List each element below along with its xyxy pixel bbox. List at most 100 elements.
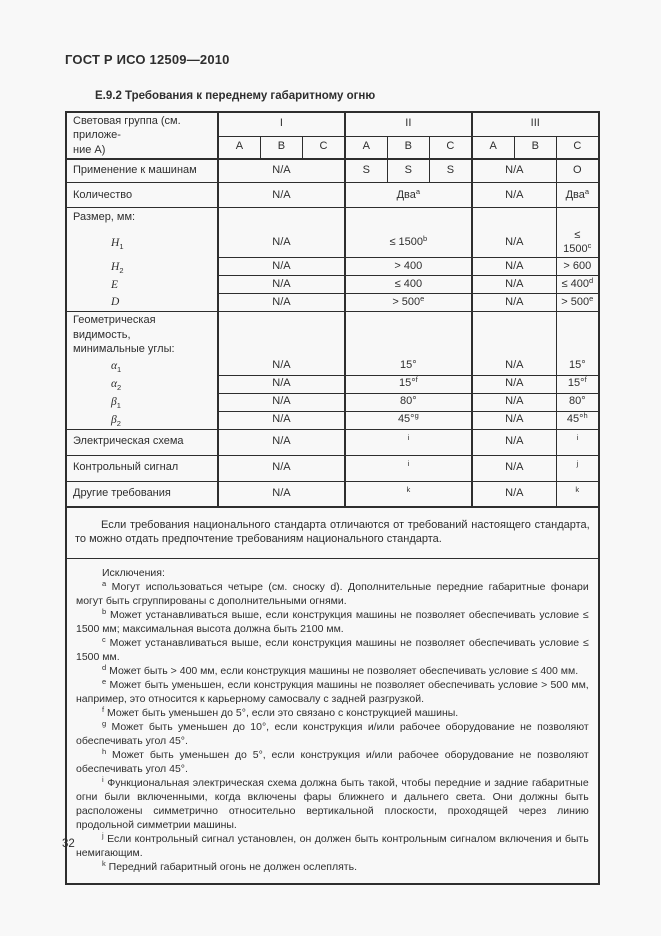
value-cell: N/A bbox=[217, 182, 346, 209]
footnote-marker: a bbox=[102, 579, 107, 589]
section-title: Е.9.2 Требования к переднему габаритному… bbox=[95, 90, 376, 102]
value-cell: j bbox=[555, 454, 600, 482]
value-text: ≤ 1500 bbox=[389, 235, 424, 248]
value-cell: N/A bbox=[217, 275, 346, 295]
row-label: Размер, мм: bbox=[65, 207, 219, 228]
footnote-ref: g bbox=[414, 411, 419, 421]
footnote-ref: k bbox=[406, 485, 411, 495]
value-cell bbox=[470, 311, 557, 358]
value-cell: N/A bbox=[470, 293, 557, 313]
footnote-ref: c bbox=[587, 240, 592, 250]
footnote-f: f Может быть уменьшен до 5°, если это св… bbox=[76, 706, 589, 720]
footnote-text: Передний габаритный огонь не должен осле… bbox=[108, 861, 357, 874]
header-subcol: C bbox=[428, 135, 473, 160]
row-label: Количество bbox=[65, 182, 219, 209]
value-cell: Дваa bbox=[343, 182, 473, 209]
row-other-requirements: Другие требования N/A k N/A k bbox=[65, 480, 600, 508]
requirements-table-wrapper: Световая группа (см. приложе- ние А) I I… bbox=[65, 111, 600, 886]
footnote-ref: b bbox=[423, 233, 428, 243]
header-subcol: A bbox=[343, 135, 388, 160]
header-subcol: B bbox=[513, 135, 557, 160]
value-text: > 500 bbox=[561, 296, 590, 309]
value-cell: N/A bbox=[470, 275, 557, 295]
footnote-j: j Если контрольный сигнал установлен, он… bbox=[76, 832, 589, 860]
value-cell: N/A bbox=[217, 374, 346, 394]
row-label: Контрольный сигнал bbox=[65, 454, 219, 482]
symbol-sub: 1 bbox=[119, 241, 124, 251]
row-label-line1: Геометрическая видимость, bbox=[73, 314, 156, 341]
value-cell: i bbox=[343, 454, 473, 482]
value-cell: N/A bbox=[470, 182, 557, 209]
value-cell: 45°h bbox=[555, 410, 600, 430]
value-cell: N/A bbox=[470, 410, 557, 430]
value-text: 15° bbox=[400, 359, 417, 372]
value-cell: 80° bbox=[555, 392, 600, 412]
row-label: D bbox=[65, 293, 219, 313]
footnote-text: Может устанавливаться выше, если констру… bbox=[76, 609, 589, 636]
header-group-II: II bbox=[343, 111, 473, 137]
value-cell: ≤ 1500b bbox=[343, 227, 473, 259]
footnote-text: Может быть уменьшен до 5°, если конструк… bbox=[76, 749, 589, 776]
header-label-line1: Световая группа (см. приложе- bbox=[73, 115, 181, 142]
footnote-text: Могут использоваться четыре (см. сноску … bbox=[76, 581, 589, 608]
value-cell: S bbox=[343, 158, 388, 184]
note-cell: Если требования национального стандарта … bbox=[65, 506, 600, 560]
value-text: ≤ 1500 bbox=[563, 228, 588, 255]
value-cell: > 400 bbox=[343, 257, 473, 277]
footnote-ref: k bbox=[575, 485, 580, 495]
header-group-III: III bbox=[470, 111, 600, 137]
row-label: α2 bbox=[65, 375, 219, 394]
footnote-ref: e bbox=[589, 294, 594, 304]
row-size-h2: H2 N/A > 400 N/A > 600 bbox=[65, 257, 600, 277]
footnote-ref: a bbox=[415, 186, 421, 196]
footnote-ref: f bbox=[415, 375, 418, 385]
value-cell: ≤ 1500c bbox=[555, 227, 600, 259]
footnote-ref: e bbox=[420, 294, 425, 304]
value-text: > 400 bbox=[394, 260, 423, 273]
value-text: 45° bbox=[566, 413, 584, 426]
value-cell: N/A bbox=[470, 454, 557, 482]
footnote-ref: a bbox=[584, 186, 590, 196]
value-cell bbox=[217, 311, 346, 358]
row-label: H1 bbox=[65, 227, 219, 258]
value-cell: 80° bbox=[343, 392, 473, 412]
value-cell: О bbox=[555, 158, 600, 184]
footnote-text: Если контрольный сигнал установлен, он д… bbox=[76, 833, 589, 860]
row-label: β2 bbox=[65, 411, 219, 430]
header-subcol: B bbox=[386, 135, 430, 160]
symbol-sub: 2 bbox=[116, 418, 121, 428]
value-cell: i bbox=[555, 428, 600, 456]
value-cell: ≤ 400 bbox=[343, 275, 473, 295]
value-cell: N/A bbox=[217, 227, 346, 259]
footnote-d: d Может быть > 400 мм, если конструкция … bbox=[76, 664, 589, 678]
value-cell: k bbox=[555, 480, 600, 508]
row-label: H2 bbox=[65, 257, 219, 276]
footnote-marker: h bbox=[102, 747, 107, 757]
symbol-sub: 1 bbox=[117, 364, 122, 374]
value-cell bbox=[555, 207, 600, 228]
symbol: α bbox=[111, 359, 118, 372]
value-text: 15° bbox=[568, 359, 586, 372]
footnote-k: k Передний габаритный огонь не должен ос… bbox=[76, 860, 589, 874]
footnote-text: Может быть > 400 мм, если конструкция ма… bbox=[109, 665, 579, 678]
row-angle-alpha2: α2 N/A 15°f N/A 15°f bbox=[65, 374, 600, 394]
row-angle-beta1: β1 N/A 80° N/A 80° bbox=[65, 392, 600, 412]
value-text: ≤ 400 bbox=[394, 278, 423, 291]
symbol: β bbox=[111, 395, 117, 408]
value-cell: S bbox=[386, 158, 430, 184]
value-cell bbox=[555, 311, 600, 358]
symbol: H bbox=[111, 236, 120, 249]
header-group-I: I bbox=[217, 111, 346, 137]
value-cell: N/A bbox=[470, 480, 557, 508]
row-label: β1 bbox=[65, 393, 219, 412]
exceptions-title: Исключения: bbox=[102, 567, 165, 580]
value-cell: > 500e bbox=[555, 293, 600, 313]
footnote-marker: i bbox=[102, 775, 104, 785]
footnote-ref: f bbox=[584, 375, 587, 385]
value-cell: N/A bbox=[470, 392, 557, 412]
value-text: 80° bbox=[400, 395, 417, 408]
footnote-g: g Может быть уменьшен до 10°, если конст… bbox=[76, 720, 589, 748]
doc-number-heading: ГОСТ Р ИСО 12509—2010 bbox=[65, 52, 230, 67]
value-cell bbox=[470, 207, 557, 228]
